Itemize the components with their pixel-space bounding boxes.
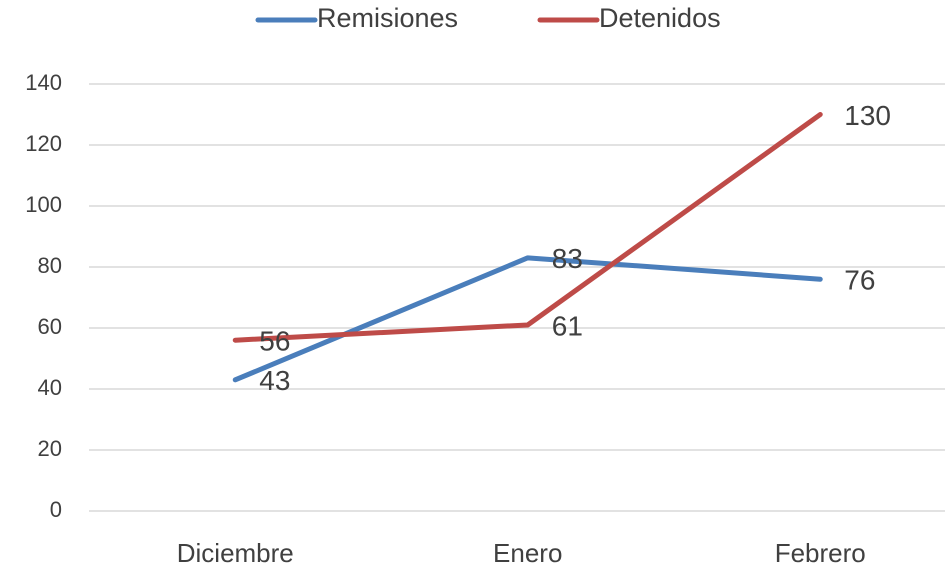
series-line [232,112,823,343]
y-tick-label: 120 [25,131,62,156]
data-label: 130 [844,100,891,131]
y-tick-label: 100 [25,192,62,217]
x-tick-label: Enero [493,538,562,568]
legend-label: Remisiones [317,3,458,33]
series-line [232,255,823,383]
y-tick-label: 20 [38,436,62,461]
data-label: 83 [552,243,583,274]
x-tick-label: Diciembre [177,538,294,568]
y-tick-label: 40 [38,375,62,400]
data-label: 56 [259,326,290,357]
data-label: 61 [552,310,583,341]
legend-label: Detenidos [599,3,721,33]
y-tick-label: 0 [50,497,62,522]
data-label: 76 [844,265,875,296]
data-label: 43 [259,365,290,396]
y-tick-label: 60 [38,314,62,339]
y-tick-label: 80 [38,253,62,278]
y-tick-label: 140 [25,70,62,95]
x-tick-label: Febrero [775,538,866,568]
